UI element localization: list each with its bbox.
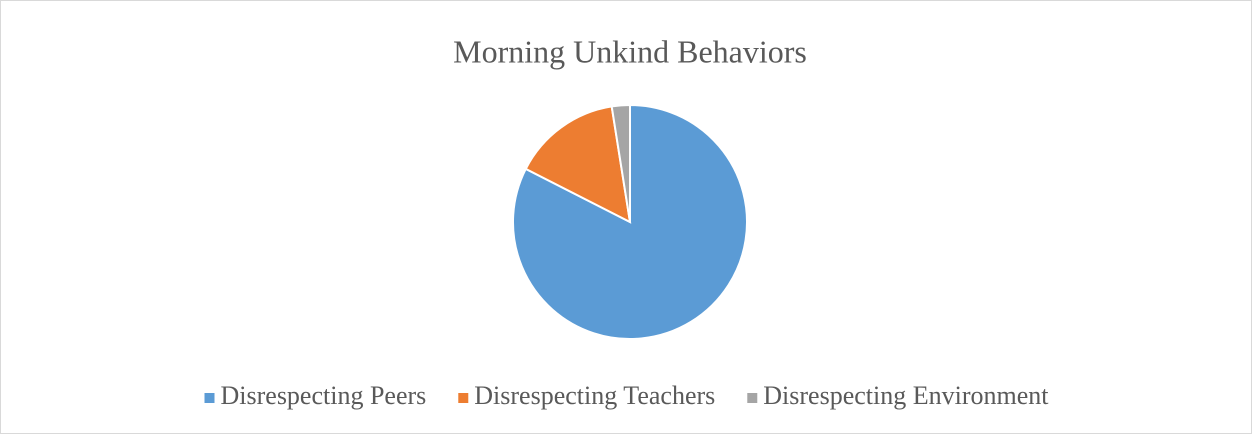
legend-label: Disrespecting Environment [763,381,1049,410]
pie-slice [610,103,631,223]
chart-title: Morning Unkind Behaviors [453,33,807,69]
legend-marker [204,393,215,403]
legend-label: Disrespecting Peers [221,381,427,410]
legend-marker [458,393,469,403]
pie-slice [524,105,632,224]
legend-label: Disrespecting Teachers [474,381,715,410]
legend-marker [747,393,758,403]
